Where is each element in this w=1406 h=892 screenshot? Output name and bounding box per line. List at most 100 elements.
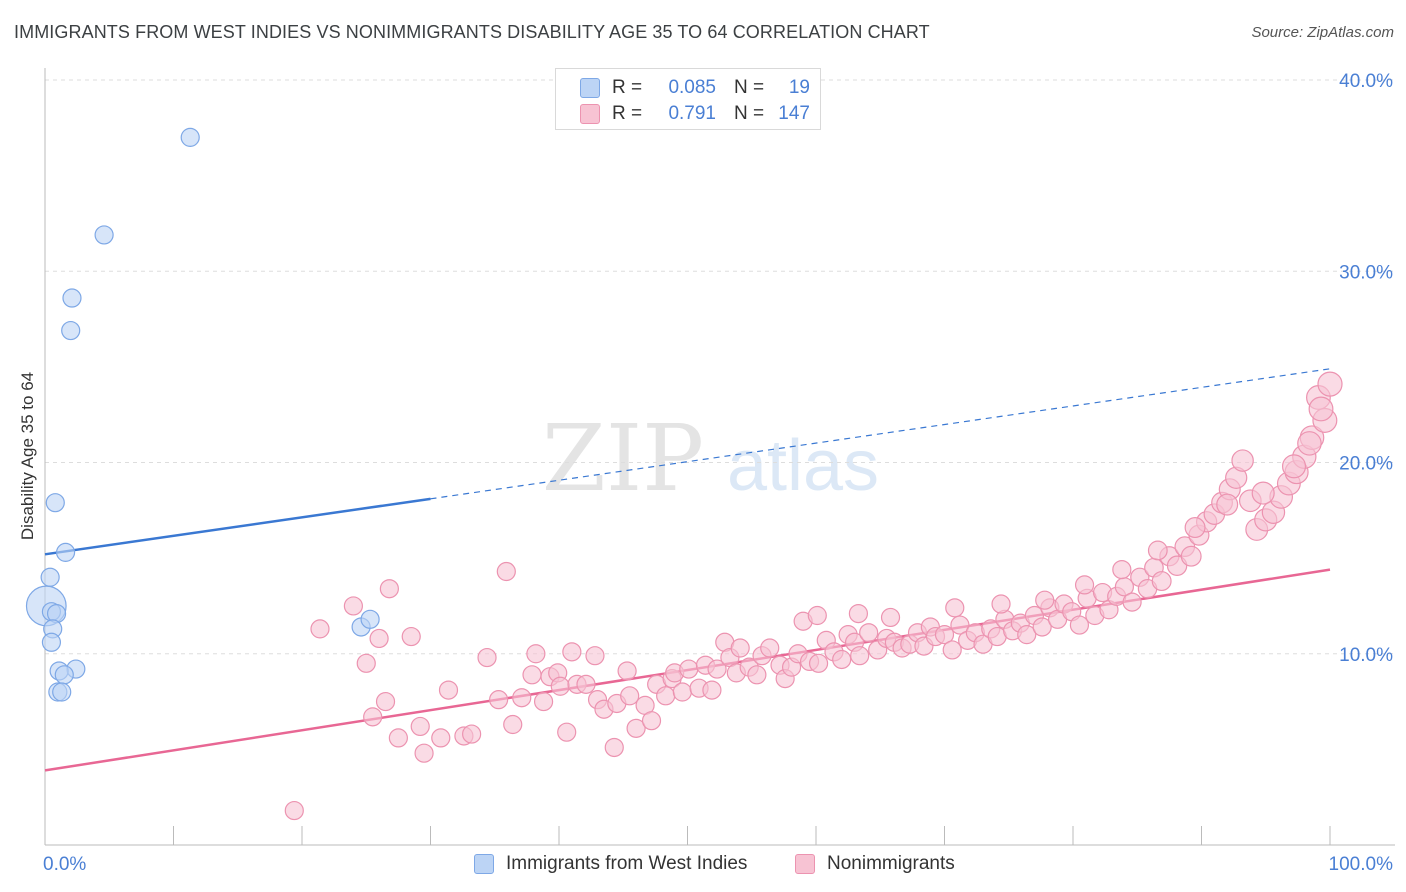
pink-data-point (363, 707, 383, 727)
pink-data-point (375, 691, 396, 712)
watermark: ZIP atlas (542, 405, 879, 512)
pink-data-point (707, 659, 727, 679)
pink-data-point (462, 724, 482, 744)
pink-data-point (1166, 555, 1188, 576)
pink-data-point (626, 718, 646, 738)
legend-label-pink: Nonimmigrants (827, 853, 955, 874)
pink-data-point (808, 653, 829, 673)
pink-data-point (284, 800, 304, 821)
legend-n-label: N = (734, 103, 765, 124)
x-tick-label-max: 100.0% (1329, 854, 1394, 875)
legend-swatch-pink (795, 854, 815, 874)
pink-data-point (1069, 615, 1090, 635)
pink-data-point (1151, 571, 1172, 592)
pink-data-point (850, 646, 870, 666)
pink-data-point (401, 626, 421, 647)
pink-data-point (438, 680, 459, 700)
blue-data-point (55, 542, 76, 562)
pink-data-point (991, 594, 1011, 614)
pink-data-point (356, 653, 376, 673)
pink-data-point (1035, 590, 1055, 610)
pink-data-point (512, 688, 532, 708)
pink-data-point (576, 674, 596, 694)
pink-data-point (1216, 493, 1239, 516)
pink-data-point (604, 737, 624, 758)
legend-row-blue: R = 0.085 N = 19 (580, 77, 810, 99)
pink-data-point (1317, 371, 1343, 397)
pink-data-point (388, 728, 408, 748)
legend-r-label: R = (612, 77, 643, 98)
pink-data-point (1180, 545, 1202, 567)
pink-data-point (410, 716, 430, 737)
blue-data-point (94, 225, 114, 245)
pink-data-point (859, 623, 879, 643)
legend-r-value: 0.085 (668, 77, 716, 98)
pink-data-point (343, 596, 363, 616)
pink-data-point (702, 680, 722, 700)
pink-data-point (679, 659, 699, 679)
pink-data-point (1231, 449, 1254, 472)
pink-data-point (310, 619, 330, 639)
pink-data-point (585, 646, 605, 666)
pink-data-point (489, 690, 509, 710)
blue-data-point (360, 609, 380, 629)
pink-data-point (656, 686, 676, 706)
pink-data-point (1017, 625, 1037, 645)
pink-data-point (557, 722, 577, 742)
watermark-atlas: atlas (727, 426, 879, 506)
pink-data-point (617, 661, 637, 681)
pink-data-point (760, 638, 780, 658)
y-tick-label: 10.0% (1339, 645, 1393, 666)
pink-data-point (414, 743, 434, 763)
pink-data-point (1074, 575, 1095, 595)
pink-data-point (379, 579, 399, 599)
pink-data-point (522, 665, 542, 685)
pink-data-point (880, 607, 901, 628)
y-tick-label: 40.0% (1339, 71, 1393, 92)
pink-data-point (477, 647, 497, 668)
legend-swatch-blue (474, 854, 494, 874)
blue-data-point (52, 682, 72, 702)
pink-data-point (503, 714, 523, 735)
blue-data-point (61, 320, 81, 341)
pink-data-point (934, 625, 955, 645)
blue-data-point (45, 493, 65, 513)
blue-data-point (62, 288, 82, 308)
legend-r-label: R = (612, 103, 643, 124)
blue-data-point (180, 127, 200, 147)
pink-data-point (533, 691, 554, 712)
pink-data-point (1112, 559, 1132, 580)
legend-n-value: 19 (788, 77, 810, 98)
pink-data-point (950, 615, 970, 635)
pink-data-point (641, 711, 662, 731)
y-tick-label: 20.0% (1339, 454, 1393, 475)
legend-label-blue: Immigrants from West Indies (506, 853, 748, 874)
pink-data-point (1032, 617, 1052, 637)
legend-r-value: 0.791 (668, 103, 716, 124)
legend-swatch-blue (580, 78, 600, 98)
pink-data-point (942, 640, 962, 660)
pink-data-point (550, 676, 570, 696)
pink-data-point (672, 682, 692, 702)
pink-data-point (848, 603, 869, 624)
blue-data-point (41, 632, 62, 652)
blue-trend-extension (430, 368, 1331, 500)
source-label: Source: ZipAtlas.com (1251, 24, 1394, 41)
pink-data-point (431, 728, 451, 748)
blue-trend-line (44, 497, 431, 556)
series-legend-blue: Immigrants from West Indies (474, 852, 747, 876)
x-tick-label-min: 0.0% (43, 854, 86, 875)
legend-row-pink: R = 0.791 N = 147 (580, 103, 810, 125)
pink-data-point (1297, 431, 1322, 456)
stats-legend: R = 0.085 N = 19 R = 0.791 N = 147 (555, 68, 821, 130)
pink-data-point (562, 642, 582, 662)
pink-data-point (807, 605, 827, 626)
pink-data-point (1147, 540, 1168, 561)
blue-data-point (40, 567, 60, 587)
pink-data-point (1184, 517, 1206, 539)
pink-data-point (526, 644, 546, 664)
pink-data-point (369, 628, 389, 649)
pink-data-point (730, 638, 750, 658)
chart-title: IMMIGRANTS FROM WEST INDIES VS NONIMMIGR… (14, 22, 930, 42)
